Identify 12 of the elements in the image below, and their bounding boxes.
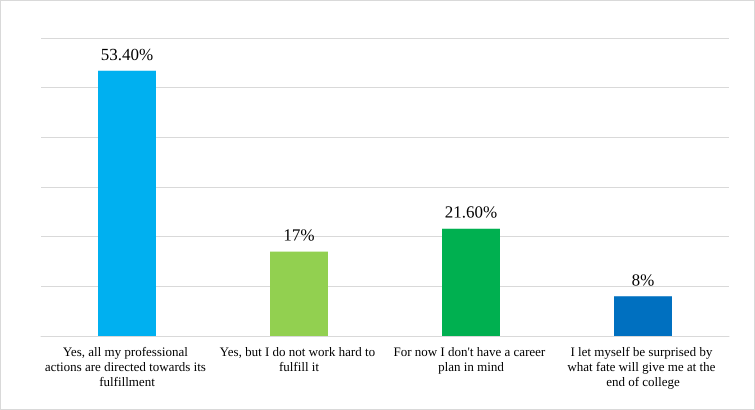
data-label: 53.40% [100,44,154,64]
data-label: 8% [632,270,654,290]
bar [270,252,328,336]
x-tick-label: For now I don't have a career plan in mind [393,344,549,374]
data-label: 21.60% [444,202,498,222]
x-tick-label: I let myself be surprised by what fate will give me at the end of college [567,344,719,389]
x-tick-label: Yes, but I do not work hard to fulfill it [220,344,378,374]
bar [98,70,156,336]
bar [614,296,672,336]
x-tick-label: Yes, all my professional actions are directed towards its fulfillment [44,344,210,389]
bar [442,228,500,336]
data-label: 17% [283,226,315,245]
